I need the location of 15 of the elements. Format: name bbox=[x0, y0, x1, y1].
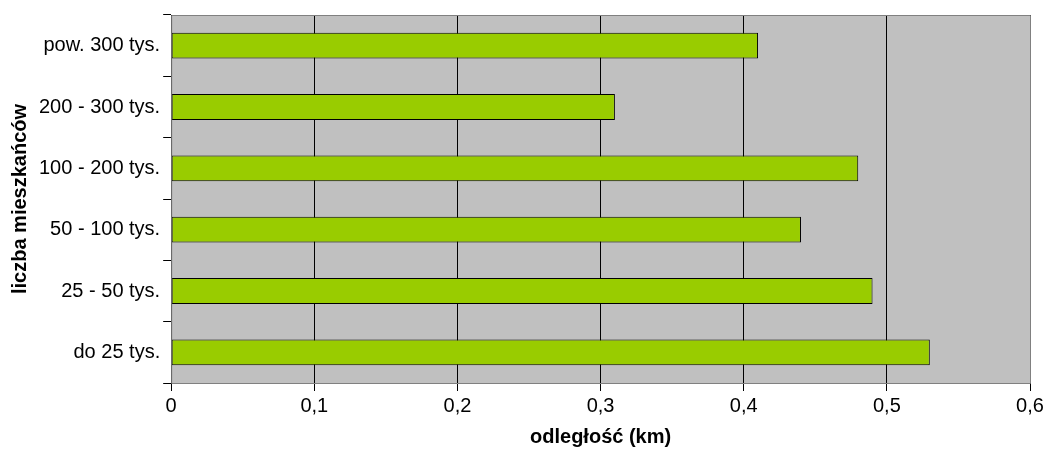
y-tick-label: 50 - 100 tys. bbox=[50, 217, 161, 240]
x-tick-label: 0,5 bbox=[872, 393, 901, 416]
x-tick-label: 0,6 bbox=[1016, 393, 1044, 416]
y-tick-label: 200 - 300 tys. bbox=[38, 94, 161, 117]
y-tick-label: 25 - 50 tys. bbox=[61, 278, 161, 301]
x-tick-label: 0,2 bbox=[443, 393, 472, 416]
y-axis-title: liczba mieszkańców bbox=[7, 103, 30, 295]
y-tick-label: 100 - 200 tys. bbox=[38, 155, 161, 178]
x-tick-label: 0 bbox=[165, 393, 177, 416]
x-axis-title: odległość (km) bbox=[530, 424, 672, 447]
x-tick-label: 0,4 bbox=[729, 393, 758, 416]
y-tick-label: pow. 300 tys. bbox=[43, 33, 161, 56]
x-tick-label: 0,1 bbox=[300, 393, 329, 416]
y-tick-label: do 25 tys. bbox=[73, 339, 161, 362]
x-tick-label: 0,3 bbox=[586, 393, 615, 416]
